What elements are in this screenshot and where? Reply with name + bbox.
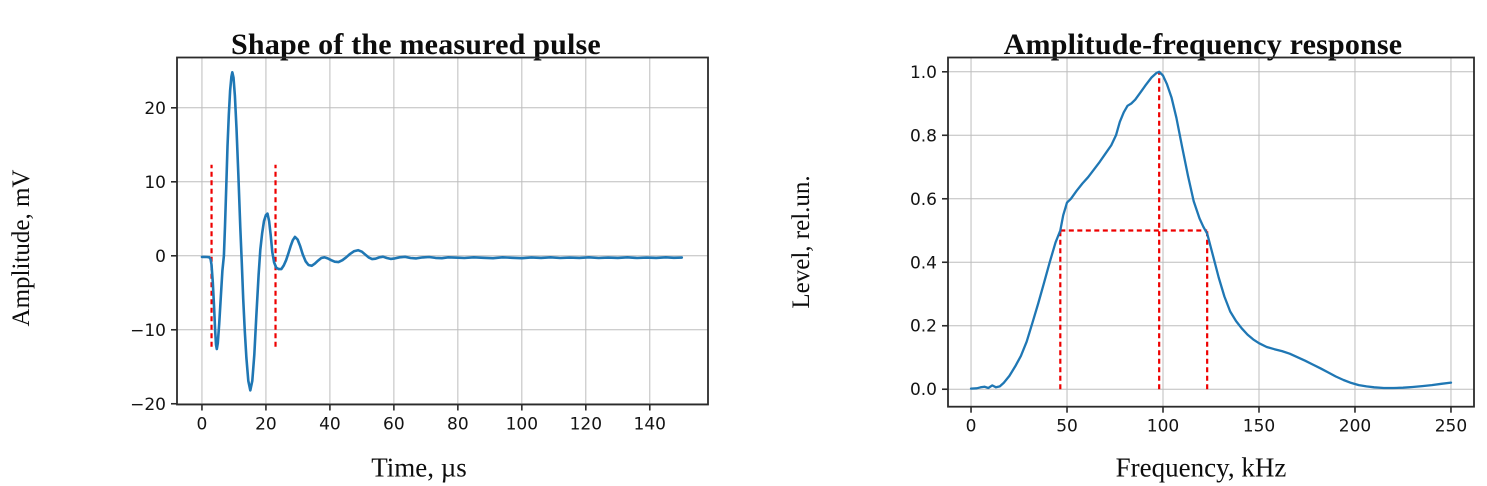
pulse-chart-title: Shape of the measured pulse [231, 27, 601, 61]
x-tick-label: 140 [634, 415, 666, 435]
y-tick-label: −10 [130, 321, 166, 341]
y-tick-label: 0.0 [910, 380, 937, 400]
x-tick-label: 120 [570, 415, 602, 435]
y-tick-label: 0.6 [910, 190, 937, 210]
x-tick-label: 0 [197, 415, 208, 435]
y-tick-label: 0.4 [910, 253, 937, 273]
y-tick-label: −20 [130, 395, 166, 415]
frequency-response-curve [969, 70, 1453, 390]
y-tick-label: 0.2 [910, 317, 937, 337]
afr-x-axis-label-text: Frequency, kHz [1115, 452, 1287, 483]
x-tick-label: 100 [506, 415, 538, 435]
x-tick-label: 200 [1339, 417, 1371, 437]
x-tick-label: 80 [447, 415, 469, 435]
y-tick-label: 1.0 [910, 63, 937, 83]
x-tick-label: 60 [383, 415, 405, 435]
y-tick-label: 10 [144, 173, 166, 193]
y-tick-label: 20 [144, 99, 166, 119]
x-tick-label: 50 [1056, 417, 1078, 437]
axes-spines [176, 56, 709, 406]
measured-pulse-curve [200, 71, 684, 392]
x-tick-label: 100 [1147, 417, 1179, 437]
axes-spines [947, 56, 1475, 408]
y-tick-label: 0 [155, 247, 166, 267]
y-tick-label: 0.8 [910, 126, 937, 146]
afr-chart-title: Amplitude-frequency response [1003, 27, 1403, 61]
x-tick-label: 0 [966, 417, 977, 437]
x-tick-label: 20 [255, 415, 277, 435]
pulse-x-axis-label-text: Time, µs [371, 452, 467, 483]
x-tick-label: 40 [319, 415, 341, 435]
x-tick-label: 150 [1243, 417, 1275, 437]
x-tick-label: 250 [1435, 417, 1467, 437]
